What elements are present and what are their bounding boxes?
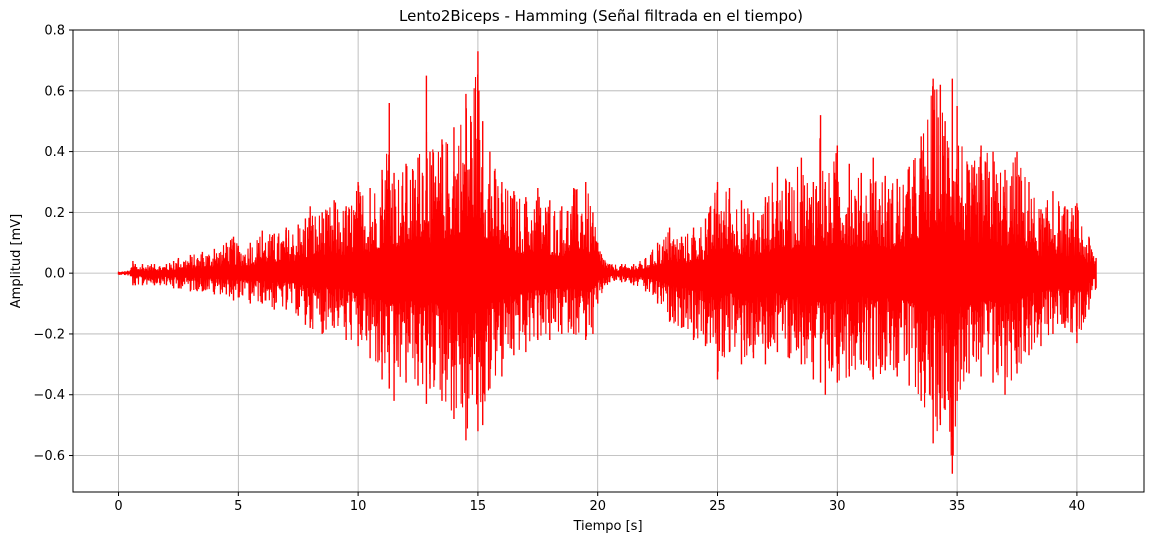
y-tick-label: −0.4 [33, 388, 65, 403]
x-tick-label: 35 [949, 499, 966, 514]
y-axis-label: Amplitud [mV] [9, 214, 24, 308]
y-tick-label: 0.2 [44, 206, 65, 221]
y-tick-label: 0.0 [44, 267, 65, 282]
y-tick-label: 0.8 [44, 24, 65, 39]
x-tick-label: 5 [234, 499, 242, 514]
y-tick-label: 0.4 [44, 145, 65, 160]
y-tick-label: −0.2 [33, 327, 65, 342]
y-axis-ticks: −0.6 −0.4 −0.2 0.0 0.2 0.4 0.6 0.8 [33, 24, 73, 464]
x-tick-label: 40 [1069, 499, 1086, 514]
x-tick-label: 30 [829, 499, 846, 514]
x-tick-label: 10 [350, 499, 367, 514]
x-axis-label: Tiempo [s] [572, 519, 642, 534]
x-tick-label: 20 [589, 499, 606, 514]
y-tick-label: 0.6 [44, 84, 65, 99]
chart-title: Lento2Biceps - Hamming (Señal filtrada e… [399, 7, 803, 25]
x-tick-label: 0 [114, 499, 122, 514]
x-axis-ticks: 0 5 10 15 20 25 30 35 40 [114, 492, 1085, 514]
x-tick-label: 25 [709, 499, 726, 514]
x-tick-label: 15 [470, 499, 487, 514]
signal-series [117, 51, 1097, 474]
signal-line [117, 74, 1097, 456]
y-tick-label: −0.6 [33, 449, 65, 464]
plot-frame [72, 29, 1145, 493]
